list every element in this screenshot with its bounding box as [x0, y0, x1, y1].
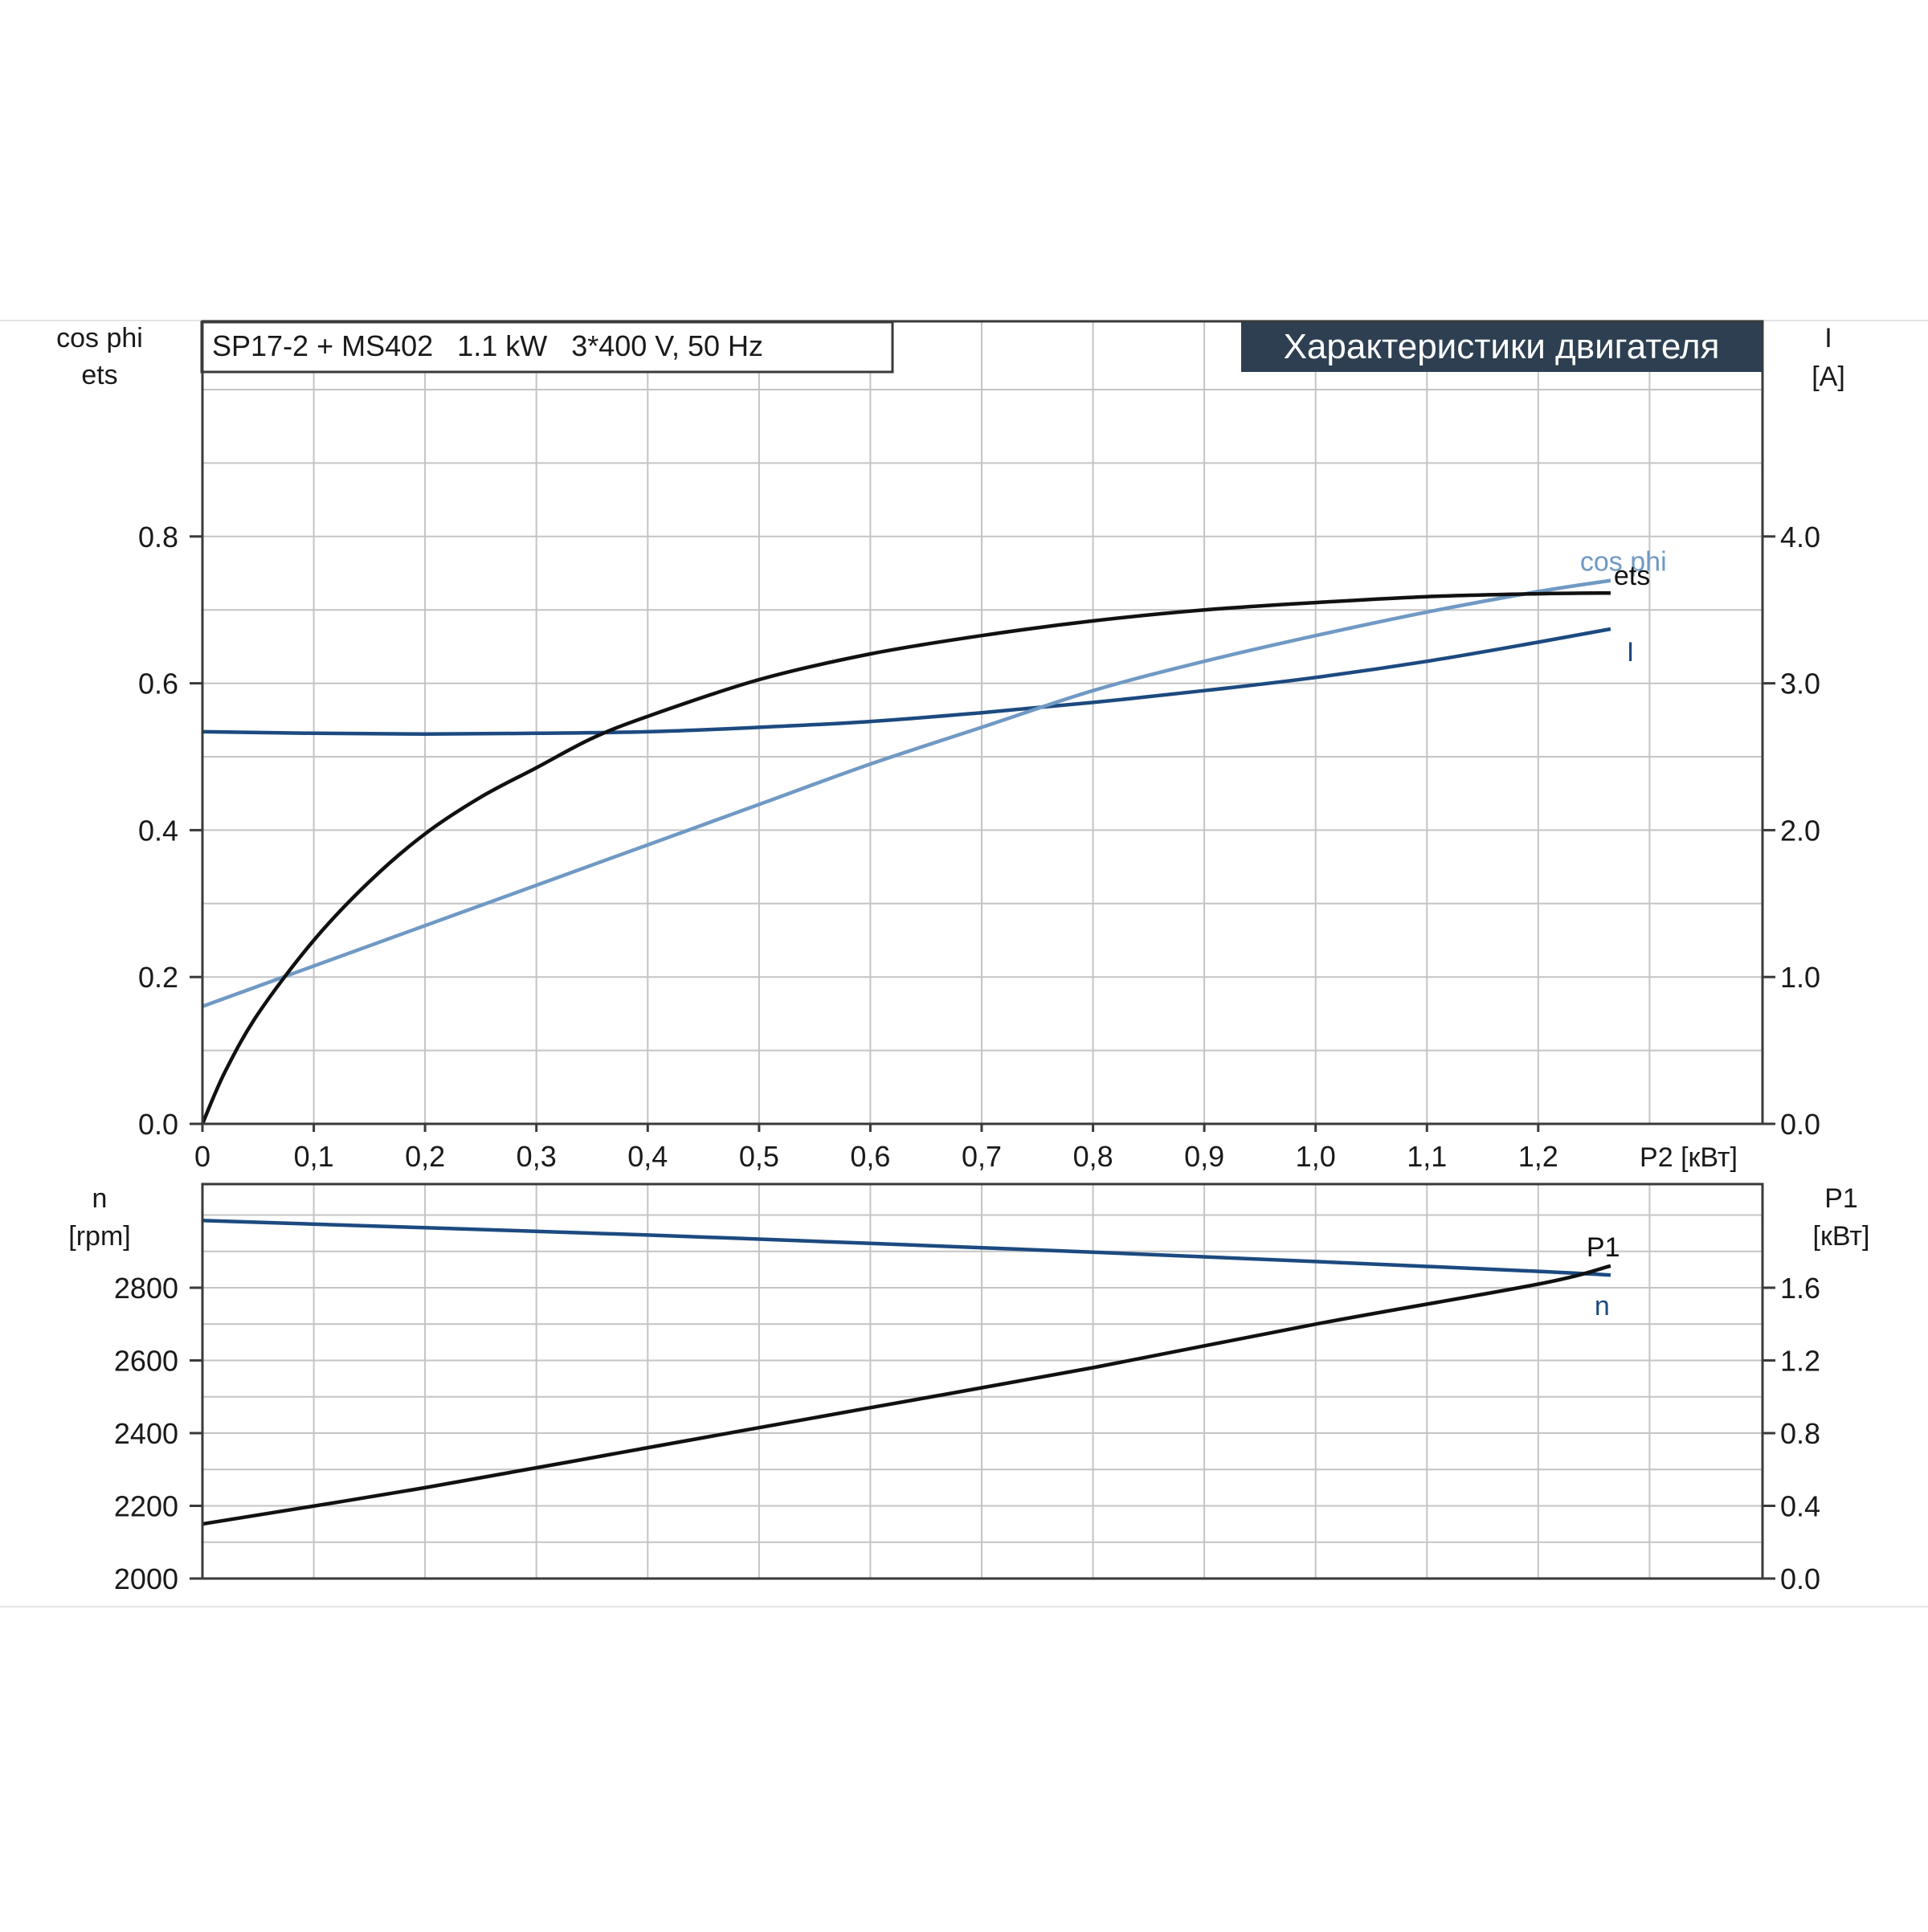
y-left-tick-label: 0.8 [138, 521, 178, 553]
y-left-label-ets: ets [81, 360, 117, 390]
y-right-tick-label: 1.2 [1780, 1345, 1820, 1378]
x-tick-label: 1,0 [1296, 1140, 1336, 1173]
y-left-label-n: n [92, 1183, 108, 1214]
chart-title: SP17-2 + MS402 1.1 kW 3*400 V, 50 Hz [212, 329, 763, 362]
y-right-tick-label: 0.0 [1780, 1562, 1820, 1595]
y-left-tick-label: 2400 [114, 1417, 178, 1450]
y-right-tick-label: 1.0 [1780, 961, 1820, 994]
series-line-n [202, 1219, 1611, 1277]
title-badge [1241, 322, 1762, 372]
x-tick-label: 0,7 [962, 1140, 1002, 1173]
series-label-i: I [1627, 637, 1634, 668]
y-left-tick-label: 0.4 [138, 814, 178, 847]
x-tick-label: 0,9 [1184, 1140, 1224, 1173]
y-right-tick-label: 2.0 [1780, 814, 1820, 847]
x-tick-label: 0,5 [739, 1140, 779, 1173]
x-tick-label: 0,6 [850, 1140, 890, 1173]
y-left-tick-label: 2600 [114, 1345, 178, 1378]
series-line-ets [200, 590, 1611, 1125]
y-right-label-kw: [кВт] [1813, 1221, 1870, 1252]
bottom-plot-frame [201, 1182, 1764, 1580]
series-label-ets: ets [1614, 561, 1650, 591]
x-axis-label: P2 [кВт] [1640, 1142, 1738, 1173]
x-tick-label: 0,2 [405, 1140, 445, 1173]
series-line-i [202, 627, 1611, 736]
x-tick-label: 0,3 [517, 1140, 557, 1173]
series-label-p1: P1 [1587, 1232, 1620, 1263]
y-right-tick-label: 0.8 [1780, 1417, 1820, 1450]
y-left-tick-label: 2000 [114, 1562, 178, 1595]
y-left-tick-label: 0.0 [138, 1108, 178, 1141]
y-right-tick-label: 1.6 [1780, 1272, 1820, 1305]
y-right-label-p1: P1 [1824, 1183, 1858, 1214]
y-left-tick-label: 0.6 [138, 668, 178, 701]
y-left-tick-label: 0.2 [138, 961, 178, 994]
y-left-tick-label: 2200 [114, 1490, 178, 1523]
y-right-label-unit-a: [A] [1812, 361, 1845, 392]
y-left-tick-label: 2800 [114, 1272, 178, 1305]
y-right-label-i: I [1824, 323, 1832, 353]
y-left-label-rpm: [rpm] [68, 1221, 130, 1252]
x-tick-label: 0 [194, 1140, 210, 1173]
tick-labels: 0 0,1 0,2 0,3 0,4 0,5 0,6 0,7 0,8 0,9 1,0 1,1 1,2 0.0… [114, 521, 1820, 1595]
x-tick-label: 1,1 [1407, 1140, 1447, 1173]
x-tick-label: 1,2 [1518, 1140, 1558, 1173]
x-tick-label: 0,1 [294, 1140, 334, 1173]
series-label-n: n [1595, 1291, 1610, 1321]
chart-title-box [200, 321, 894, 374]
top-grid [202, 321, 1763, 1124]
bottom-grid [202, 1184, 1763, 1579]
y-right-tick-label: 0.4 [1780, 1490, 1820, 1523]
y-left-label-cos-phi: cos phi [56, 323, 143, 353]
y-right-tick-label: 4.0 [1780, 521, 1820, 553]
y-right-tick-label: 3.0 [1780, 668, 1820, 701]
series-label-cos-phi: cos phi [1580, 547, 1667, 578]
x-tick-label: 0,8 [1073, 1140, 1113, 1173]
series-line-p1 [202, 1264, 1611, 1526]
y-right-tick-label: 0.0 [1780, 1108, 1820, 1141]
x-tick-label: 0,4 [627, 1140, 668, 1173]
series-line-cos-phi [202, 578, 1611, 1008]
title-badge-text: Характеристики двигателя [1284, 327, 1720, 366]
